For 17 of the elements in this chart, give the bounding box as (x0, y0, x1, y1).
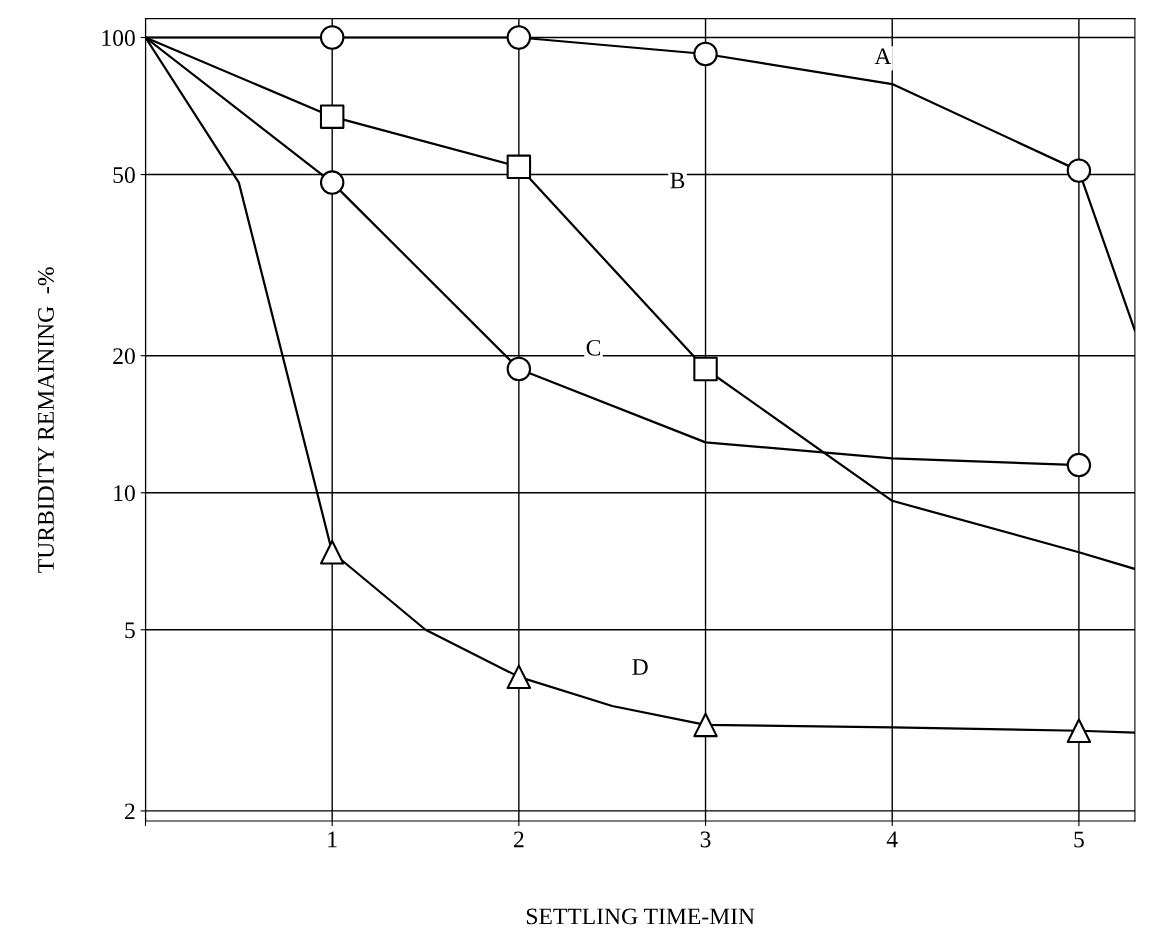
y-tick-label: 10 (114, 485, 135, 502)
annotation: C (586, 339, 601, 356)
x-axis-title: SETTLING TIME-MIN (526, 908, 755, 925)
y-tick-label: 50 (113, 167, 135, 183)
y-tick-label: 100 (102, 29, 135, 46)
annotation: A (874, 48, 892, 65)
x-tick-label: 3 (700, 831, 711, 848)
y-axis-title: TURBIDITY REMAINING -% (37, 267, 54, 573)
x-tick-label: 4 (886, 831, 898, 848)
x-tick-label: 5 (1074, 831, 1084, 848)
annotation: D (632, 659, 648, 675)
x-tick-label: 2 (513, 831, 524, 848)
y-tick-label: 20 (113, 348, 135, 365)
y-tick-label: 5 (125, 622, 135, 639)
y-tick-label: 2 (125, 803, 135, 820)
annotation: B (670, 172, 685, 189)
x-tick-label: 1 (328, 831, 337, 848)
